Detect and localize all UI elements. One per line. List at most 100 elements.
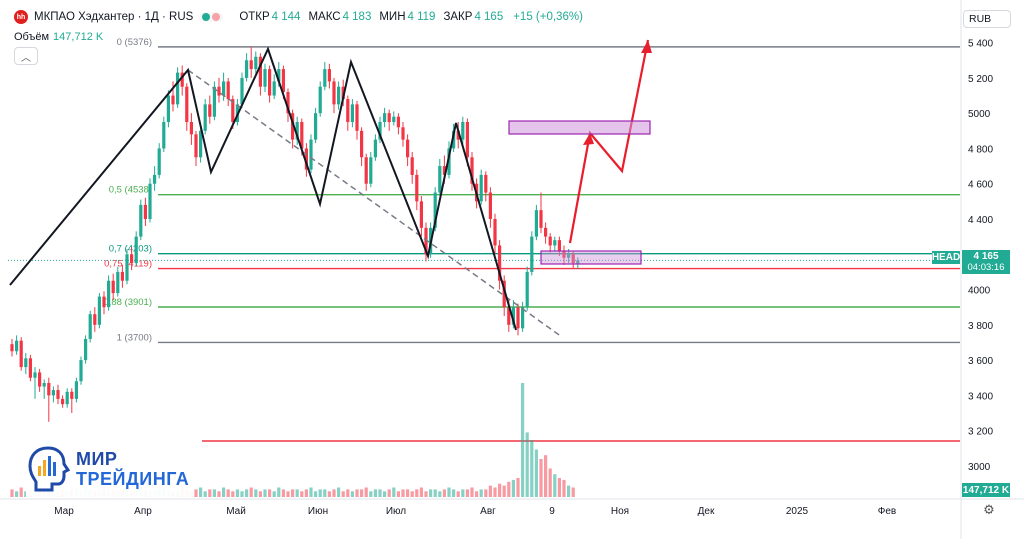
candle-body xyxy=(33,372,37,378)
ohlc-close: ЗАКР 4 165 xyxy=(443,11,503,23)
candle-body xyxy=(337,86,341,105)
bar-countdown: 04:03:16 xyxy=(967,262,1005,273)
volume-bar xyxy=(507,481,511,497)
volume-bar xyxy=(314,491,318,497)
volume-bar xyxy=(226,489,230,497)
candle-body xyxy=(360,130,364,158)
volume-bar xyxy=(364,487,368,497)
candle-body xyxy=(553,240,557,246)
volume-bar xyxy=(465,489,469,497)
candle-body xyxy=(15,340,19,352)
volume-bar xyxy=(235,489,239,497)
y-tick-label: 4 400 xyxy=(968,215,993,226)
fib-level-label: 1 (3700) xyxy=(117,332,152,343)
volume-bar xyxy=(327,491,331,497)
candle-body xyxy=(295,121,299,140)
volume-bar xyxy=(194,489,198,497)
candle-body xyxy=(84,338,88,361)
volume-bar xyxy=(498,483,502,497)
volume-price-tag: 147,712 K xyxy=(962,483,1010,497)
volume-bar xyxy=(557,478,561,497)
ohlc-open: ОТКР 4 144 xyxy=(239,11,300,23)
candle-body xyxy=(185,86,189,122)
volume-bar xyxy=(553,474,557,497)
ohlc-low: МИН 4 119 xyxy=(379,11,435,23)
candle-body xyxy=(203,104,207,131)
candle-body xyxy=(350,104,354,122)
ohlc-values: ОТКР 4 144 МАКС 4 183 МИН 4 119 ЗАКР 4 165 +… xyxy=(239,11,583,23)
candle-body xyxy=(139,204,143,237)
candle-body xyxy=(199,130,203,158)
candle-body xyxy=(309,139,313,170)
volume-bar xyxy=(300,491,304,497)
symbol-title[interactable]: МКПАО Хэдхантер · 1Д · RUS xyxy=(34,11,194,23)
volume-bar xyxy=(10,489,14,497)
candle-body xyxy=(88,314,92,339)
volume-bar xyxy=(217,491,221,497)
volume-bar xyxy=(383,491,387,497)
candle-body xyxy=(245,60,249,78)
volume-bar xyxy=(268,489,272,497)
volume-bar xyxy=(502,485,506,497)
candle-body xyxy=(484,174,488,193)
volume-bar xyxy=(438,491,442,497)
volume-bar xyxy=(295,489,299,497)
collapse-legend-button[interactable]: ︿ xyxy=(14,47,38,65)
candle-body xyxy=(51,390,55,396)
candle-body xyxy=(231,99,235,122)
brand-watermark: МИР ТРЕЙДИНГА xyxy=(26,440,194,498)
y-tick-label: 3 800 xyxy=(968,321,993,332)
arrow-head-top-icon xyxy=(641,40,652,53)
brand-line-2: ТРЕЙДИНГА xyxy=(76,469,190,489)
currency-selector[interactable]: RUB xyxy=(963,10,1011,28)
y-tick-label: 5000 xyxy=(968,109,991,120)
candle-body xyxy=(502,280,506,308)
market-alt-dot-icon xyxy=(212,13,221,21)
y-tick-label: 3000 xyxy=(968,462,991,473)
volume-bar xyxy=(493,487,497,497)
candle-body xyxy=(65,391,69,405)
x-tick-label: Мар xyxy=(54,506,74,517)
volume-legend[interactable]: Объём 147,712 K xyxy=(14,31,103,43)
candle-body xyxy=(42,383,46,387)
volume-bar xyxy=(378,489,382,497)
candle-body xyxy=(461,121,465,140)
chart-settings-gear-icon[interactable]: ⚙ xyxy=(983,502,995,517)
candle-body xyxy=(392,116,396,122)
candle-body xyxy=(364,157,368,184)
candle-body xyxy=(134,236,138,264)
candle-body xyxy=(254,56,258,70)
volume-bar xyxy=(387,489,391,497)
candle-body xyxy=(157,148,161,175)
candle-body xyxy=(341,86,345,100)
volume-bar xyxy=(19,487,23,497)
candle-body xyxy=(19,340,23,368)
candle-body xyxy=(424,227,428,255)
x-tick-label: Июл xyxy=(386,506,406,517)
candle-body xyxy=(153,174,157,184)
volume-bar xyxy=(277,487,281,497)
candle-body xyxy=(286,92,290,114)
candle-body xyxy=(442,166,446,175)
x-tick-label: Дек xyxy=(698,506,715,517)
volume-bar xyxy=(249,487,253,497)
ohlc-low-value: 4 119 xyxy=(407,11,436,23)
candle-body xyxy=(452,130,456,149)
candle-body xyxy=(268,69,272,96)
candle-body xyxy=(258,56,262,87)
volume-bar xyxy=(245,489,249,497)
market-status-indicator[interactable] xyxy=(199,12,224,22)
ohlc-change: +15 (+0,36%) xyxy=(513,11,583,23)
x-tick-label: 2025 xyxy=(786,506,809,517)
volume-bar xyxy=(272,491,276,497)
candle-body xyxy=(544,227,548,237)
candle-body xyxy=(447,148,451,175)
candle-body xyxy=(369,157,373,184)
volume-bar xyxy=(199,487,203,497)
candle-body xyxy=(387,113,391,122)
candle-body xyxy=(300,121,304,149)
candle-body xyxy=(28,358,32,378)
y-tick-label: 4 600 xyxy=(968,180,993,191)
